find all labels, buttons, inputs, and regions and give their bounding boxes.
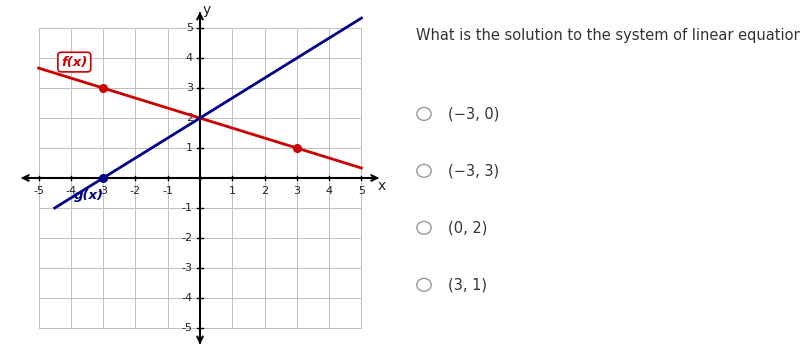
- Text: -5: -5: [182, 323, 193, 333]
- Text: (−3, 3): (−3, 3): [448, 163, 499, 178]
- Text: -5: -5: [33, 187, 44, 197]
- Text: -4: -4: [182, 293, 193, 303]
- Text: 2: 2: [261, 187, 268, 197]
- Text: 5: 5: [358, 187, 365, 197]
- Text: g(x): g(x): [74, 189, 104, 202]
- Text: -4: -4: [66, 187, 77, 197]
- Text: 4: 4: [326, 187, 333, 197]
- Text: 2: 2: [186, 113, 193, 123]
- Text: (0, 2): (0, 2): [448, 220, 487, 235]
- Text: y: y: [203, 3, 211, 17]
- Text: -1: -1: [162, 187, 174, 197]
- Text: 1: 1: [229, 187, 236, 197]
- Text: 4: 4: [186, 53, 193, 63]
- Text: 1: 1: [186, 143, 193, 153]
- Text: 3: 3: [294, 187, 300, 197]
- Text: (3, 1): (3, 1): [448, 277, 487, 292]
- Text: -2: -2: [182, 233, 193, 243]
- Text: -3: -3: [98, 187, 109, 197]
- Text: (−3, 0): (−3, 0): [448, 106, 499, 121]
- Text: -2: -2: [130, 187, 141, 197]
- Text: 3: 3: [186, 83, 193, 93]
- Text: 5: 5: [186, 23, 193, 33]
- Text: f(x): f(x): [61, 56, 87, 69]
- Text: -1: -1: [182, 203, 193, 213]
- Text: What is the solution to the system of linear equations?: What is the solution to the system of li…: [416, 28, 800, 43]
- Text: -3: -3: [182, 263, 193, 273]
- Text: x: x: [378, 179, 386, 193]
